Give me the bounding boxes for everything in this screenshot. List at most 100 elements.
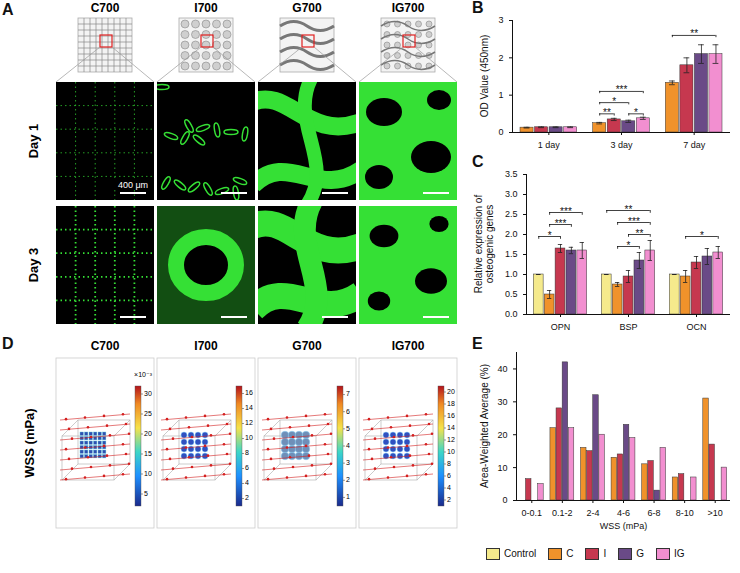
svg-text:**: ** [625,204,633,215]
svg-text:7 day: 7 day [683,140,706,150]
svg-text:14: 14 [447,424,455,431]
svg-text:C700: C700 [91,339,120,353]
svg-text:I700: I700 [194,1,218,15]
svg-text:8-10: 8-10 [676,508,694,518]
svg-text:IG700: IG700 [392,1,425,15]
svg-text:3.5: 3.5 [505,169,518,179]
svg-text:***: *** [560,206,572,217]
svg-text:0.5: 0.5 [505,289,518,299]
svg-text:6: 6 [245,464,249,471]
svg-text:*: * [548,230,552,241]
svg-text:C700: C700 [91,1,120,15]
html-text:A: A [2,1,14,18]
svg-text:*: * [700,230,704,241]
svg-text:Day 3: Day 3 [26,248,41,283]
svg-text:4: 4 [447,484,451,491]
svg-text:**: ** [635,228,643,239]
svg-text:30: 30 [497,397,507,407]
svg-text:5: 5 [346,425,350,432]
svg-text:Day 1: Day 1 [26,124,41,159]
svg-text:1 day: 1 day [538,140,561,150]
svg-text:**: ** [603,107,611,118]
svg-text:0-0.1: 0-0.1 [522,508,543,518]
svg-text:12: 12 [447,436,455,443]
svg-text:2: 2 [346,476,350,483]
svg-text:16: 16 [245,389,253,396]
svg-text:15: 15 [144,450,152,457]
svg-text:0: 0 [502,495,507,505]
svg-text:3.0: 3.0 [505,189,518,199]
svg-text:6: 6 [346,408,350,415]
svg-text:WSS (mPa): WSS (mPa) [22,408,37,477]
svg-text:4: 4 [245,479,249,486]
svg-text:OPN: OPN [551,322,571,332]
svg-text:IG700: IG700 [392,339,425,353]
svg-text:10: 10 [245,434,253,441]
svg-text:3 day: 3 day [610,140,633,150]
svg-text:BSP: BSP [619,322,637,332]
svg-text:3: 3 [498,15,503,25]
svg-text:5: 5 [144,490,148,497]
svg-text:25: 25 [144,410,152,417]
svg-text:6-8: 6-8 [648,508,661,518]
svg-text:2: 2 [498,53,503,63]
svg-text:1.5: 1.5 [505,249,518,259]
svg-text:20: 20 [497,430,507,440]
svg-text:20: 20 [447,388,455,395]
svg-text:>10: >10 [708,508,723,518]
html-text:Area-Weighted Average (%): Area-Weighted Average (%) [478,363,490,489]
svg-text:0.0: 0.0 [505,309,518,319]
svg-text:***: *** [555,218,567,229]
svg-text:***: *** [628,216,640,227]
svg-text:12: 12 [245,419,253,426]
svg-text:2.0: 2.0 [505,229,518,239]
svg-text:2.5: 2.5 [505,209,518,219]
svg-text:3: 3 [346,459,350,466]
svg-text:7: 7 [346,390,350,397]
svg-text:WSS (mPa): WSS (mPa) [600,521,648,531]
svg-text:0: 0 [498,127,503,137]
svg-text:14: 14 [245,404,253,411]
html-text:D: D [2,335,14,352]
svg-text:10: 10 [447,448,455,455]
svg-text:**: ** [690,28,698,39]
svg-text:G700: G700 [292,1,322,15]
svg-text:***: *** [616,84,628,95]
html-text:C: C [472,153,484,170]
svg-text:4: 4 [346,442,350,449]
svg-text:0.1-2: 0.1-2 [552,508,573,518]
svg-text:8: 8 [245,449,249,456]
svg-text:40: 40 [497,364,507,374]
svg-text:16: 16 [447,412,455,419]
svg-text:*: * [634,107,638,118]
svg-text:OCN: OCN [687,322,707,332]
html-text:IG: IG [674,547,685,559]
html-text:C: C [566,547,574,559]
svg-text:×10⁻³: ×10⁻³ [134,371,153,378]
svg-text:18: 18 [447,400,455,407]
svg-text:4-6: 4-6 [617,508,630,518]
svg-text:30: 30 [144,390,152,397]
svg-text:2: 2 [447,496,451,503]
html-text:G: G [636,547,644,559]
html-text:B: B [472,0,484,16]
svg-text:1: 1 [346,493,350,500]
html-text:E: E [472,335,483,352]
svg-text:I700: I700 [194,339,218,353]
svg-text:2: 2 [245,494,249,501]
html-text:OD Value (450nm): OD Value (450nm) [478,34,490,118]
svg-text:G700: G700 [292,339,322,353]
svg-text:400 μm: 400 μm [118,180,148,190]
svg-text:1.0: 1.0 [505,269,518,279]
svg-text:1: 1 [498,90,503,100]
svg-text:*: * [627,240,631,251]
svg-text:10: 10 [144,470,152,477]
html-text:Control: Control [504,547,537,559]
html-text:Relative expression of osteoge: Relative expression of osteogenic genes [473,194,495,294]
svg-text:*: * [612,96,616,107]
svg-text:2-4: 2-4 [586,508,599,518]
svg-text:6: 6 [447,472,451,479]
svg-text:8: 8 [447,460,451,467]
svg-text:20: 20 [144,430,152,437]
svg-text:10: 10 [497,462,507,472]
